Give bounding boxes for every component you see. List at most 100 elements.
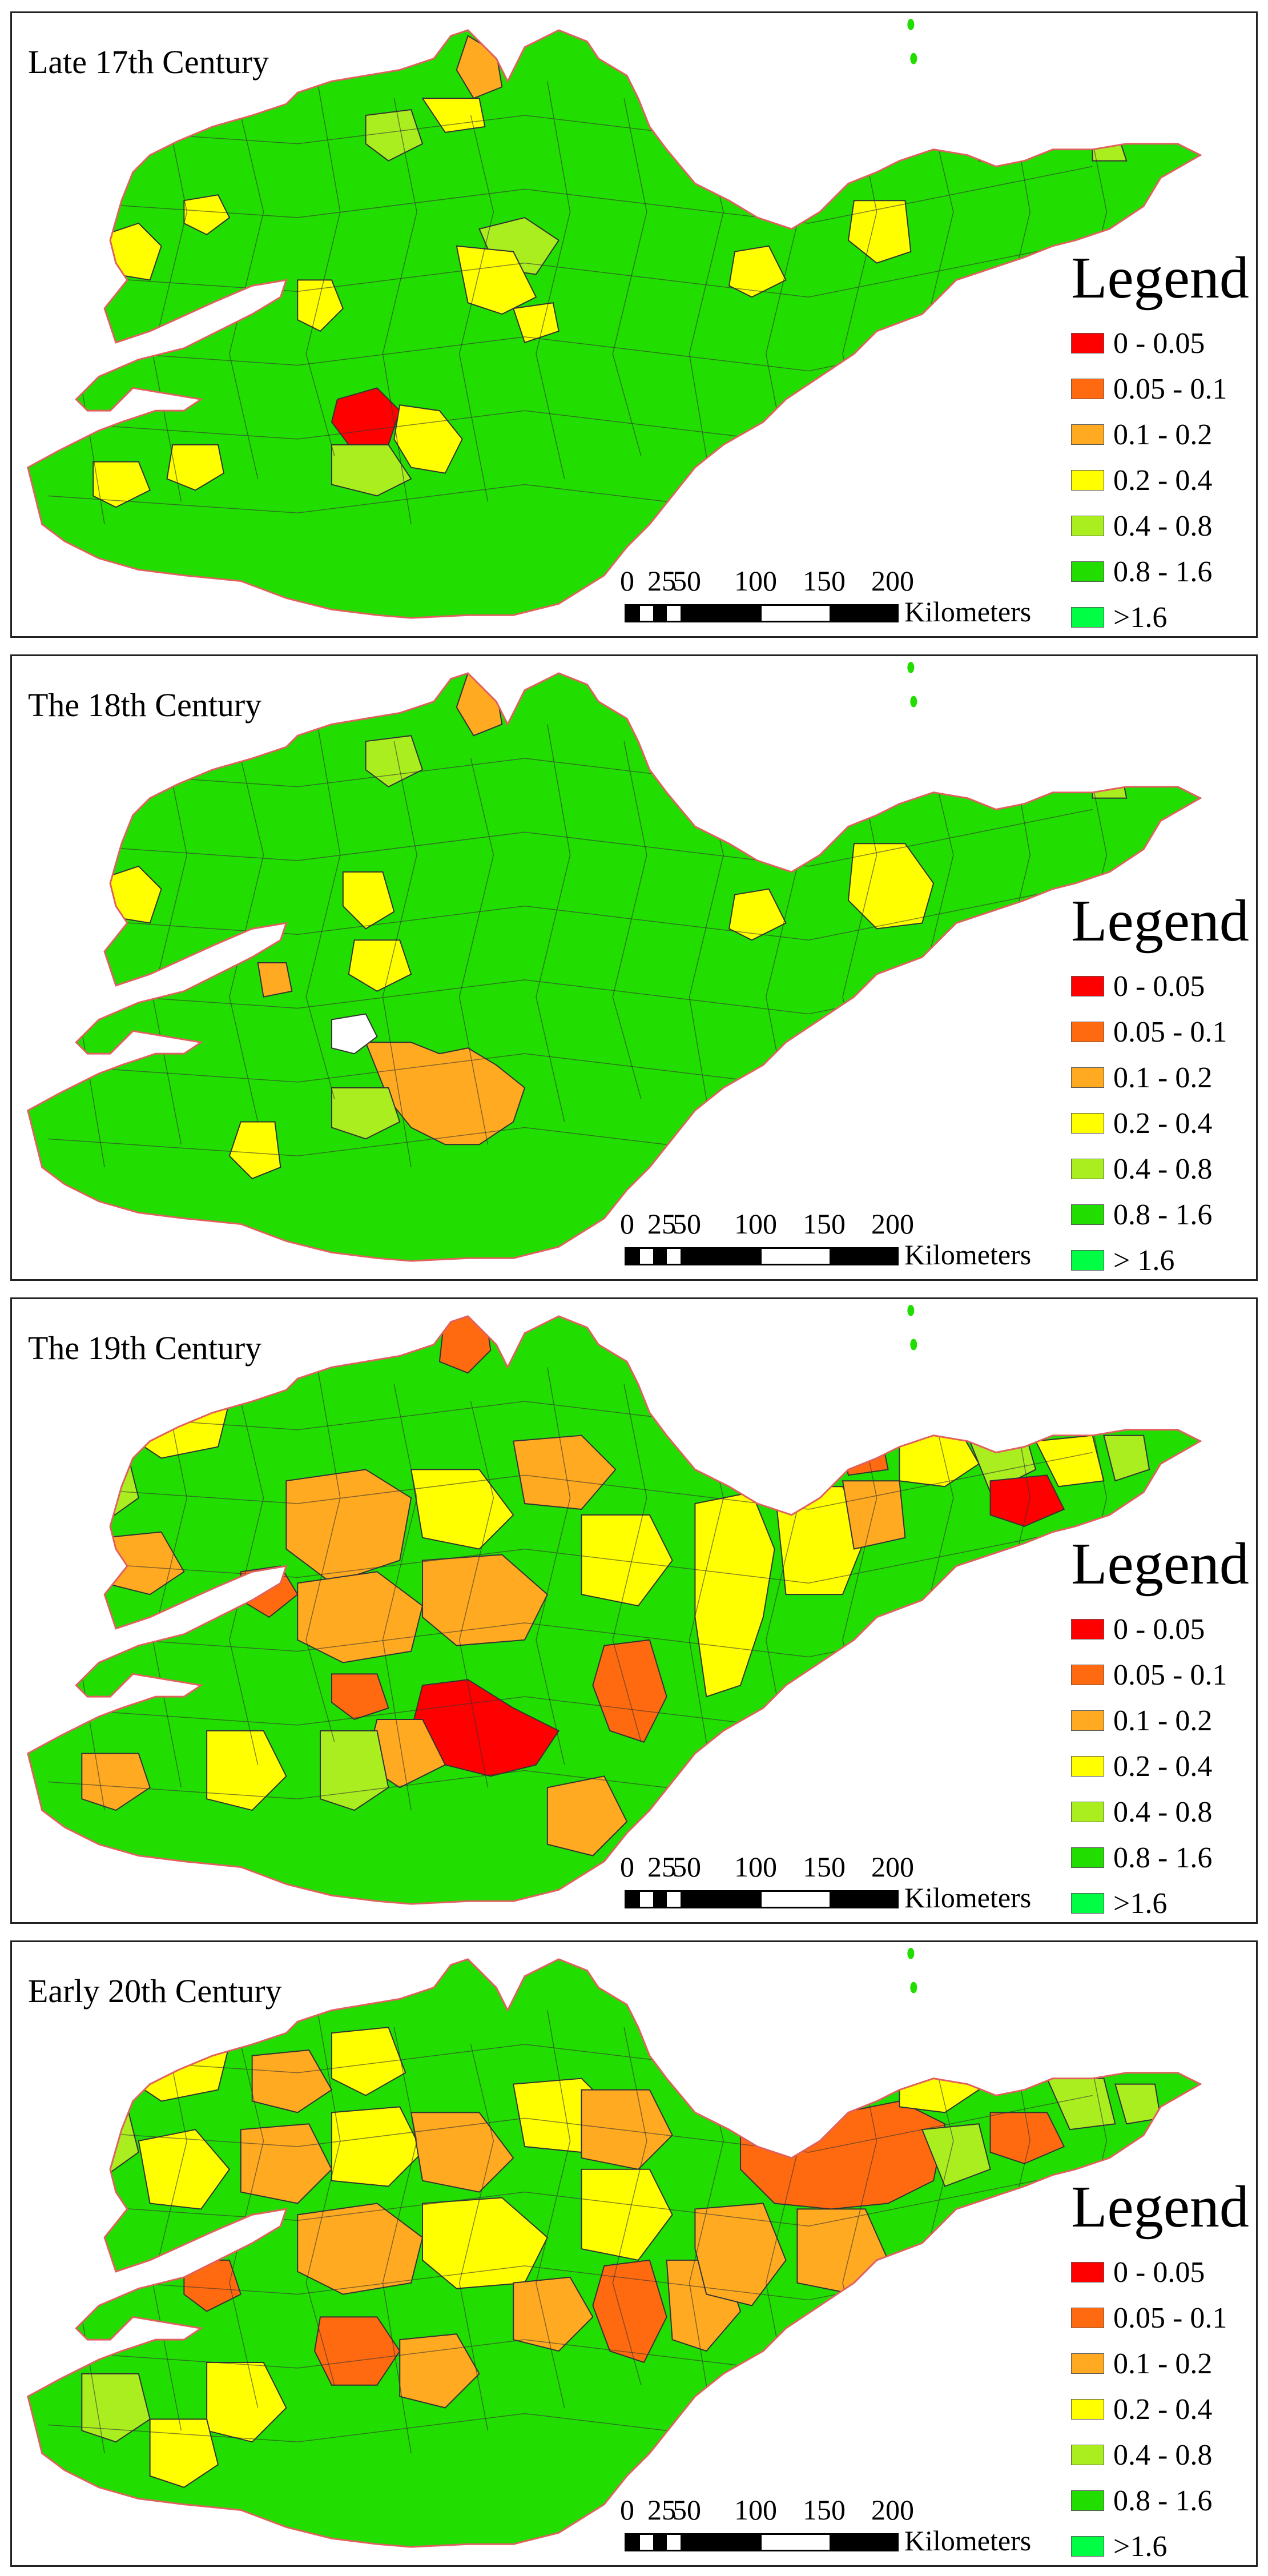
county-region: [240, 2123, 333, 2204]
county-region: [456, 245, 537, 315]
legend-item: 0.1 - 0.2: [1071, 412, 1254, 457]
county-region: [728, 245, 787, 298]
scale-number: 150: [803, 1851, 846, 1883]
county-region: [1092, 769, 1128, 799]
county-region: [592, 1639, 667, 1743]
county-region: [365, 735, 424, 787]
scale-segment: [829, 2535, 897, 2550]
scale-segment: [762, 606, 830, 621]
legend-title: Legend: [1071, 245, 1249, 311]
legend-rows: 0 - 0.05 0.05 - 0.1 0.1 - 0.2 0.2 - 0.4 0.4 …: [1071, 2249, 1254, 2565]
scale-number: 25: [647, 2494, 676, 2526]
legend-item: 0.8 - 1.6: [1071, 2478, 1254, 2523]
legend-item: 0.05 - 0.1: [1071, 1652, 1254, 1698]
county-region: [421, 98, 486, 133]
province-outline: [27, 672, 1202, 1262]
legend-label: >1.6: [1113, 601, 1168, 634]
legend-item: 0.1 - 0.2: [1071, 1055, 1254, 1100]
legend-swatch: [1071, 1204, 1104, 1225]
county-boundary: [305, 2010, 341, 2385]
legend-item: 0.8 - 1.6: [1071, 1192, 1254, 1237]
county-region: [348, 939, 412, 992]
legend-swatch: [1071, 1893, 1104, 1914]
legend-swatch: [1071, 470, 1104, 491]
county-boundary: [47, 166, 1093, 224]
scale-number: 100: [734, 2494, 777, 2526]
scale-segment: [762, 1249, 830, 1264]
scale-number: 150: [803, 565, 846, 597]
legend-item: 0 - 0.05: [1071, 2249, 1254, 2295]
legend-title: Legend: [1071, 2174, 1249, 2240]
county-boundary: [305, 724, 341, 1099]
county-boundary: [47, 1526, 1093, 1584]
panel-title: The 19th Century: [28, 1329, 262, 1367]
scale-segment: [639, 2535, 654, 2550]
county-region: [331, 2106, 424, 2187]
legend-label: 0.05 - 0.1: [1113, 1658, 1227, 1691]
county-region: [183, 2259, 242, 2312]
legend-item: 0 - 0.05: [1071, 963, 1254, 1009]
county-region: [513, 2276, 594, 2352]
map-svg: [27, 1304, 1202, 1905]
scale-number: 25: [647, 1851, 676, 1883]
county-region: [581, 1514, 673, 1607]
scale-unit: Kilometers: [904, 1239, 1032, 1271]
legend-label: 0.1 - 0.2: [1113, 1061, 1213, 1094]
county-region: [342, 871, 395, 930]
legend-label: 0.8 - 1.6: [1113, 1198, 1213, 1231]
county-boundary: [612, 2027, 647, 2385]
county-boundary: [536, 1367, 571, 1765]
legend-label: 0 - 0.05: [1113, 2256, 1205, 2289]
scale-segment: [680, 606, 762, 621]
legend-swatch: [1071, 2490, 1104, 2511]
scale-number: 200: [871, 1851, 914, 1883]
province-base: [27, 673, 1201, 1261]
county-region: [1103, 1434, 1150, 1482]
scale-bar: 0 25 50 100 150 200 Kilometers: [620, 564, 1065, 628]
legend-swatch: [1071, 1022, 1104, 1042]
scale-number: 0: [620, 565, 634, 597]
county-region: [393, 404, 463, 474]
scale-segment: [653, 1249, 667, 1264]
legend-item: >1.6: [1071, 594, 1254, 636]
county-region: [206, 1730, 287, 1811]
legend-swatch: [1071, 1067, 1104, 1088]
legend-label: >1.6: [1113, 1887, 1168, 1920]
county-boundary: [229, 758, 264, 1122]
county-boundary: [995, 1367, 1030, 1811]
legend-swatch: [1071, 1113, 1104, 1134]
scale-number: 100: [734, 1851, 777, 1883]
scale-segment: [829, 606, 897, 621]
county-region: [581, 2168, 673, 2261]
county-region: [297, 279, 344, 332]
legend: Legend 0 - 0.05 0.05 - 0.1 0.1 - 0.2 0.2 - …: [1071, 1534, 1254, 1922]
legend-swatch: [1071, 1665, 1104, 1685]
scale-number: 50: [673, 2494, 701, 2526]
scale-segment: [639, 606, 654, 621]
island: [910, 1339, 917, 1351]
county-boundary: [995, 724, 1030, 1168]
county-region: [320, 1730, 389, 1811]
legend-swatch: [1071, 1802, 1104, 1822]
county-region: [581, 2089, 673, 2170]
county-region: [847, 200, 912, 264]
county-region: [592, 2259, 667, 2364]
legend-label: 0.05 - 0.1: [1113, 1015, 1227, 1048]
legend-item: >1.6: [1071, 1880, 1254, 1922]
legend-swatch: [1071, 976, 1104, 996]
island: [910, 696, 917, 708]
legend-label: 0 - 0.05: [1113, 970, 1205, 1003]
scale-segment: [653, 2535, 667, 2550]
scale-number: 50: [673, 1208, 701, 1240]
county-boundary: [612, 741, 647, 1099]
county-region: [546, 1775, 628, 1856]
legend-swatch: [1071, 333, 1104, 353]
legend-swatch: [1071, 1847, 1104, 1868]
legend-item: 0.2 - 0.4: [1071, 1100, 1254, 1146]
legend-item: 0.4 - 0.8: [1071, 1146, 1254, 1192]
map-svg: [27, 1947, 1202, 2548]
legend-label: 0.05 - 0.1: [1113, 372, 1227, 405]
legend-swatch: [1071, 1756, 1104, 1777]
county-region: [978, 126, 1014, 162]
legend-rows: 0 - 0.05 0.05 - 0.1 0.1 - 0.2 0.2 - 0.4 0.4 …: [1071, 320, 1254, 636]
